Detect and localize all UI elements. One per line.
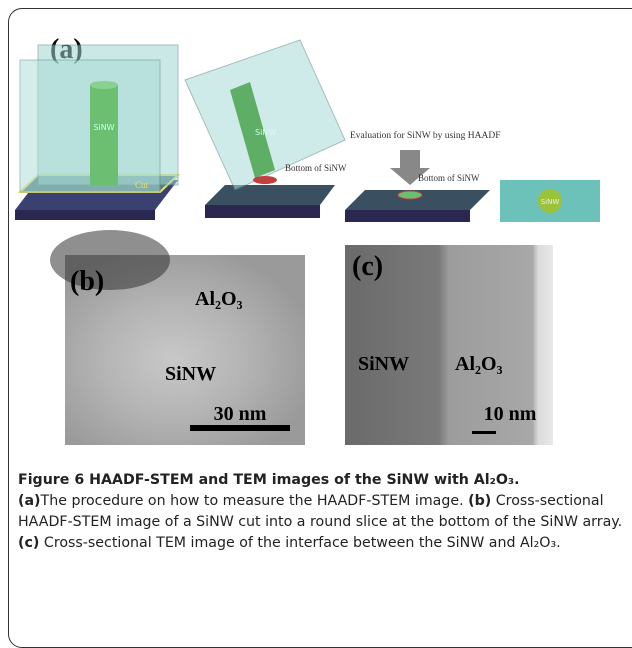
shape-label: SiNW [93, 123, 114, 132]
caption-label: (b) [468, 493, 491, 509]
shape-label: Bottom of SiNW [285, 163, 347, 173]
caption-text: Cross-sectional TEM image of the interfa… [44, 535, 561, 551]
shape-label: Bottom of SiNW [418, 173, 480, 183]
shape-label: SiNW [255, 128, 276, 137]
figure: (a) SiNW Cut SiNW Bottom of SiNW Evaluat… [0, 0, 632, 470]
scale-label: 10 nm [484, 403, 537, 425]
page: (a) SiNW Cut SiNW Bottom of SiNW Evaluat… [0, 0, 632, 627]
image-label: Al₂O₃ [195, 288, 243, 310]
image-label: Al₂O₃ [455, 353, 503, 375]
caption-title: Figure 6 HAADF-STEM and TEM images of th… [18, 472, 520, 488]
caption-text: The procedure on how to measure the HAAD… [41, 493, 464, 509]
image-label: SiNW [358, 353, 409, 375]
shape-label: Evaluation for SiNW by using HAADF [350, 130, 501, 141]
caption-label: (c) [18, 535, 39, 551]
shape-label: Cut [135, 180, 149, 190]
caption-label: (a) [18, 493, 41, 509]
scale-label: 30 nm [214, 403, 267, 425]
panel-label: (b) [70, 266, 104, 297]
caption: Figure 6 HAADF-STEM and TEM images of th… [18, 470, 623, 554]
shape-label: SiNW [541, 198, 560, 206]
panel-label: (c) [352, 251, 383, 282]
image-label: SiNW [165, 363, 216, 385]
